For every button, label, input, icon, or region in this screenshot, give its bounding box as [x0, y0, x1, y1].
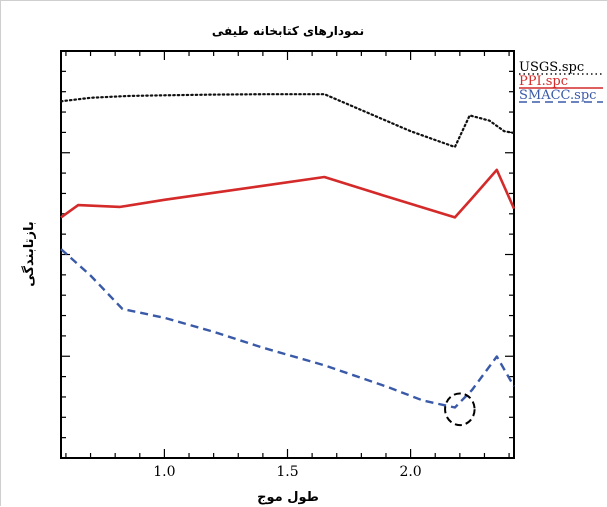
legend-label-ppi: PPI.spc: [519, 74, 568, 89]
annotation-layer: [444, 392, 476, 427]
legend-label-usgs: USGS.spc: [519, 60, 584, 75]
series-line-ppi: [60, 168, 516, 219]
x-tick-label: 1.0: [153, 464, 175, 480]
series-line-smacc: [60, 248, 516, 409]
highlight-ellipse: [444, 392, 476, 427]
y-axis-label: بازتابندگی: [21, 221, 37, 286]
series-layer: [59, 93, 516, 409]
legend-label-smacc: SMACC.spc: [519, 88, 596, 103]
plot-area: [60, 50, 515, 459]
series-line-usgs: [59, 93, 516, 149]
x-tick-label: 2.0: [399, 464, 421, 480]
x-tick-label: 1.5: [276, 464, 298, 480]
axis-ticks: 1.0 1.5 2.0: [61, 50, 514, 480]
x-axis-label: طول موج: [257, 490, 319, 505]
chart-title: نمودارهای کتابخانه طیفی: [212, 24, 364, 39]
